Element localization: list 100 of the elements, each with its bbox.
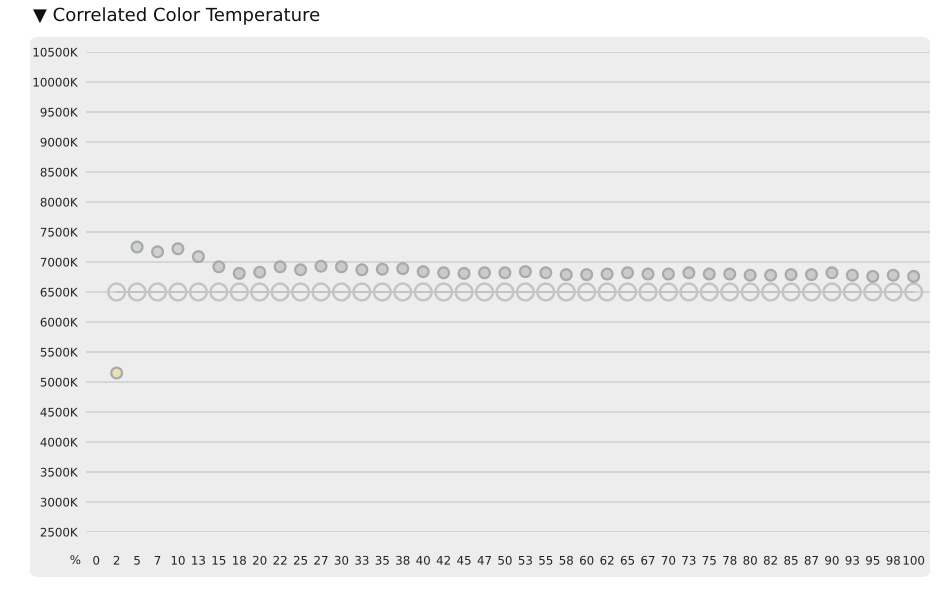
x-tick-label: 98: [886, 556, 900, 565]
y-tick-label: 4500K: [40, 408, 78, 417]
point: [679, 282, 698, 302]
x-tick-label: 38: [396, 556, 410, 565]
chart-title: ▼ Correlated Color Temperature: [33, 7, 320, 25]
point: [128, 282, 147, 302]
point: [454, 282, 474, 302]
x-tick-label: 70: [662, 556, 676, 565]
x-tick-label: 93: [846, 556, 859, 565]
point: [740, 282, 760, 302]
point: [638, 282, 658, 302]
x-tick-label: 35: [376, 556, 389, 565]
x-tick-label: 50: [498, 556, 512, 565]
y-tick-label: 6000K: [40, 318, 78, 327]
x-tick-label: 25: [294, 556, 308, 565]
point: [230, 282, 249, 302]
y-tick-label: 9500K: [40, 108, 78, 117]
x-axis-title: %: [70, 555, 80, 564]
point: [556, 282, 576, 302]
y-tick-label: 6500K: [40, 288, 78, 297]
point: [904, 282, 924, 302]
y-tick-label: 8000K: [40, 198, 78, 207]
point: [658, 282, 678, 302]
y-tick-label: 5500K: [40, 348, 78, 357]
point: [372, 282, 392, 302]
point: [495, 282, 515, 302]
x-tick-label: 55: [539, 556, 552, 565]
x-tick-label: 65: [620, 556, 634, 565]
x-tick-label: 82: [764, 556, 777, 565]
point: [352, 282, 372, 302]
point: [700, 282, 719, 302]
x-tick-label: 30: [334, 556, 348, 565]
point: [884, 282, 903, 302]
point: [536, 282, 556, 302]
point: [250, 282, 270, 302]
x-tick-label: 18: [233, 556, 246, 565]
x-tick-label: 53: [518, 556, 532, 565]
x-tick-label: 85: [784, 556, 798, 565]
x-tick-label: 22: [273, 556, 286, 565]
y-tick-label: 5000K: [40, 378, 78, 387]
x-tick-label: 2: [114, 556, 120, 565]
x-tick-label: 45: [457, 556, 471, 565]
point: [434, 282, 454, 302]
x-tick-label: 78: [723, 556, 736, 565]
x-tick-label: 95: [866, 556, 880, 565]
x-tick-label: 73: [682, 556, 696, 565]
x-tick-label: 20: [253, 556, 266, 565]
x-tick-label: 27: [314, 556, 328, 565]
point: [720, 282, 740, 302]
point: [863, 282, 882, 302]
point: [577, 282, 596, 302]
x-tick-label: 90: [825, 556, 839, 565]
point: [107, 282, 126, 302]
point: [802, 282, 822, 302]
y-tick-label: 3500K: [40, 468, 78, 477]
x-tick-label: 100: [904, 556, 924, 565]
point: [516, 282, 535, 302]
x-tick-label: 60: [580, 556, 594, 565]
x-tick-label: 67: [641, 556, 654, 565]
x-tick-label: 33: [355, 556, 368, 565]
point: [168, 282, 188, 302]
point: [618, 282, 638, 302]
y-tick-label: 7500K: [40, 228, 78, 237]
point: [290, 282, 310, 302]
y-tick-label: 7000K: [40, 258, 78, 267]
point: [311, 282, 331, 302]
x-tick-label: 40: [416, 556, 430, 565]
point: [761, 282, 780, 302]
y-tick-label: 10000K: [34, 78, 78, 87]
x-tick-label: 47: [478, 556, 491, 565]
point: [332, 282, 352, 302]
point: [209, 282, 228, 302]
y-tick-label: 2500K: [40, 528, 78, 537]
y-tick-label: 3000K: [40, 498, 78, 507]
x-tick-label: 0: [93, 556, 100, 565]
point: [842, 282, 862, 302]
y-tick-label: 8500K: [40, 168, 78, 177]
x-tick-label: 62: [600, 556, 614, 565]
point: [270, 282, 290, 302]
x-tick-label: 58: [560, 556, 573, 565]
x-tick-label: 5: [134, 556, 140, 565]
x-tick-label: 80: [743, 556, 757, 565]
point: [781, 282, 801, 302]
y-tick-label: 9000K: [40, 138, 78, 147]
point: [148, 282, 168, 302]
point: [598, 282, 617, 302]
x-tick-label: 10: [172, 556, 185, 565]
point: [188, 282, 208, 302]
x-tick-label: 7: [154, 556, 160, 565]
y-tick-label: 4000K: [40, 438, 78, 447]
x-tick-label: 42: [436, 556, 450, 565]
x-tick-label: 13: [192, 556, 205, 565]
x-tick-label: 15: [212, 556, 226, 565]
y-tick-label: 10500K: [34, 48, 78, 57]
point: [474, 282, 494, 302]
point: [822, 282, 842, 302]
point: [414, 282, 433, 302]
x-tick-label: 75: [702, 556, 716, 565]
x-tick-label: 87: [804, 556, 818, 565]
point: [393, 282, 412, 302]
